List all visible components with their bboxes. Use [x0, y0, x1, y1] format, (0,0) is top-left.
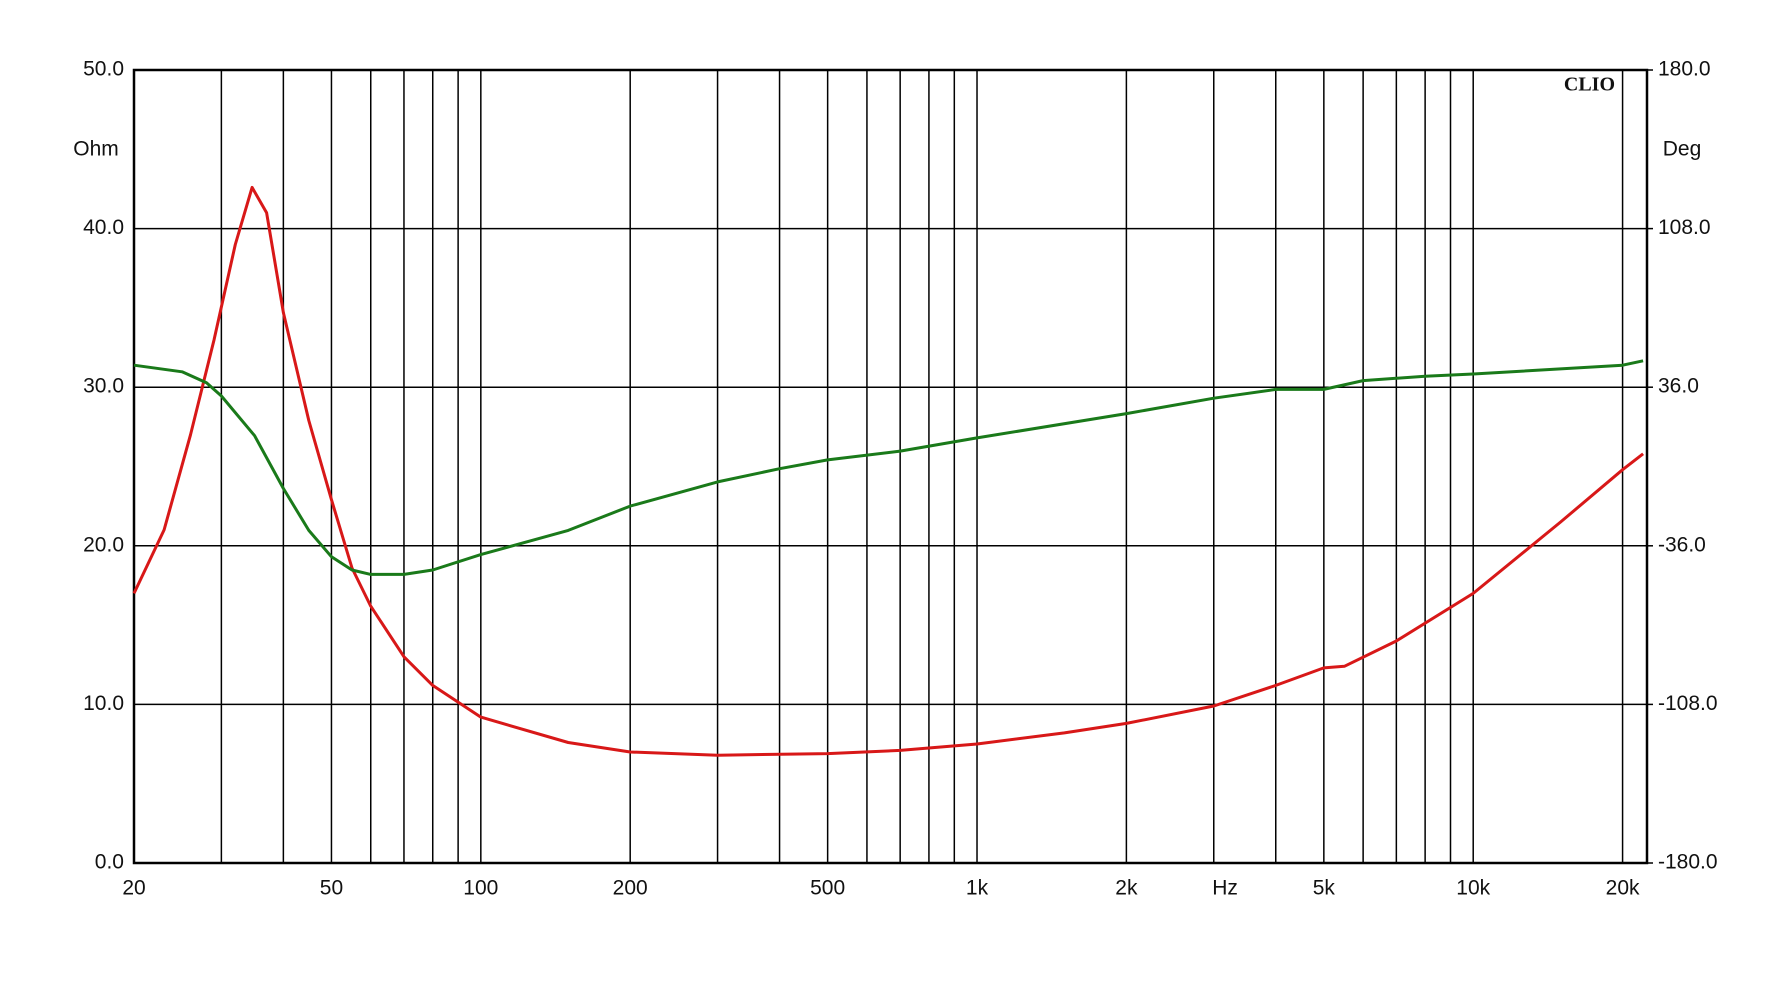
y2-unit: Deg	[1663, 138, 1702, 161]
x-tick-label: 10k	[1456, 877, 1490, 900]
y2-tick-label: -36.0	[1658, 533, 1706, 556]
x-axis-label: Hz	[1212, 877, 1238, 900]
x-tick-label: 5k	[1313, 877, 1336, 900]
y-tick-label: 20.0	[83, 533, 124, 556]
y-tick-label: 30.0	[83, 375, 124, 398]
x-tick-label: 1k	[966, 877, 989, 900]
y-tick-label: 50.0	[83, 58, 124, 81]
y-tick-label: 10.0	[83, 692, 124, 715]
y2-tick-label: -108.0	[1658, 692, 1718, 715]
brand: CLIO	[1564, 74, 1615, 96]
y-tick-label: 0.0	[95, 851, 124, 874]
x-tick-label: 20	[122, 877, 145, 900]
x-tick-label: 20k	[1606, 877, 1640, 900]
y2-tick-label: 36.0	[1658, 375, 1699, 398]
y-unit: Ohm	[73, 138, 119, 161]
plot-frame	[132, 68, 1649, 865]
x-tick-label: 500	[810, 877, 845, 900]
y2-tick-label: 108.0	[1658, 216, 1711, 239]
y2-tick-label: -180.0	[1658, 851, 1718, 874]
y-tick-label: 40.0	[83, 216, 124, 239]
x-tick-label: 100	[463, 877, 498, 900]
series-line	[133, 359, 1644, 576]
x-tick-label: 50	[320, 877, 343, 900]
x-tick-label: 2k	[1115, 877, 1138, 900]
series-line	[132, 185, 1645, 757]
x-tick-label: 200	[613, 877, 648, 900]
y2-tick-label: 180.0	[1658, 58, 1711, 81]
